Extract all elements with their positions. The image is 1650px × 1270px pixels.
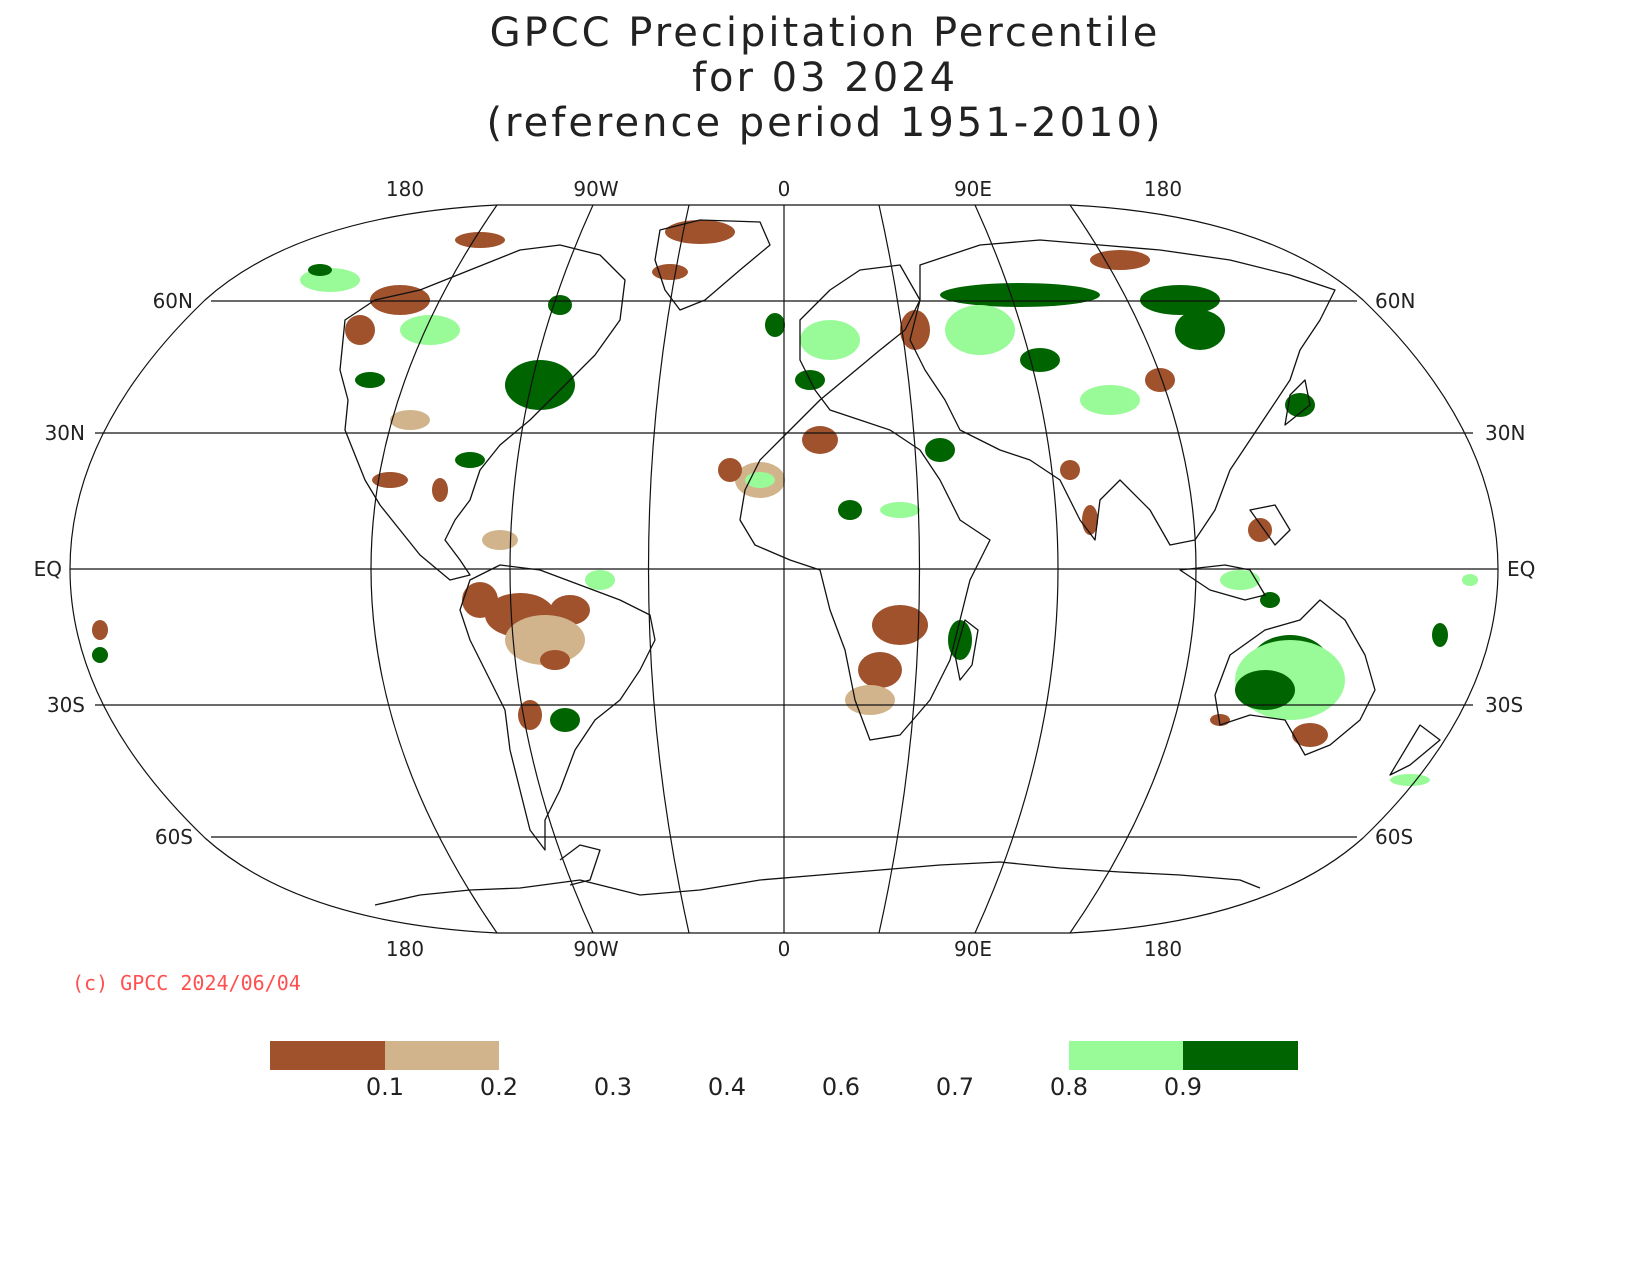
percentile-patch-very-dry xyxy=(345,315,375,345)
percentile-patch-very-dry xyxy=(802,426,838,454)
legend-tick: 0.8 xyxy=(1050,1073,1088,1101)
graticule xyxy=(69,204,1499,934)
legend: 0.1 0.2 0.3 0.4 0.6 0.7 0.8 0.9 xyxy=(270,1041,1298,1101)
percentile-patch-very-wet xyxy=(1260,592,1280,608)
percentile-patch-wet xyxy=(1462,574,1478,586)
lat-label: 60S xyxy=(155,825,193,849)
percentile-patch-very-wet xyxy=(548,295,572,315)
legend-tick: 0.7 xyxy=(936,1073,974,1101)
latitude-labels-left: 60N 30N EQ 30S 60S xyxy=(34,289,193,849)
lon-label: 90E xyxy=(954,937,992,961)
lat-label: 30N xyxy=(1485,421,1525,445)
percentile-patch-very-wet xyxy=(1432,623,1448,647)
lon-label: 90W xyxy=(573,177,618,201)
longitude-labels-bottom: 180 90W 0 90E 180 xyxy=(386,937,1182,961)
lon-label: 0 xyxy=(778,177,791,201)
coastlines xyxy=(339,219,1441,906)
legend-swatch-dry xyxy=(385,1041,499,1070)
percentile-patch-very-wet xyxy=(1020,348,1060,372)
title-line-2: for 03 2024 xyxy=(692,55,958,101)
lon-label: 90E xyxy=(954,177,992,201)
lon-label: 90W xyxy=(573,937,618,961)
percentile-patch-very-wet xyxy=(1175,310,1225,350)
lat-label: EQ xyxy=(34,557,62,581)
lat-label: 30N xyxy=(45,421,85,445)
percentile-patch-dry xyxy=(505,615,585,665)
percentile-patch-very-wet xyxy=(1140,285,1220,315)
percentile-patches xyxy=(92,220,1478,786)
percentile-patch-wet xyxy=(400,315,460,345)
percentile-patch-very-wet xyxy=(948,620,972,660)
percentile-patch-very-dry xyxy=(1060,460,1080,480)
percentile-patch-dry xyxy=(482,530,518,550)
percentile-patch-very-wet xyxy=(92,647,108,663)
percentile-patch-very-dry xyxy=(1292,723,1328,747)
percentile-patch-wet xyxy=(1220,570,1260,590)
percentile-patch-wet xyxy=(1390,774,1430,786)
title-line-3: (reference period 1951-2010) xyxy=(486,100,1163,146)
lon-label: 180 xyxy=(386,937,424,961)
percentile-patch-very-dry xyxy=(455,232,505,248)
percentile-patch-very-dry xyxy=(540,650,570,670)
legend-tick: 0.4 xyxy=(708,1073,746,1101)
copyright-note: (c) GPCC 2024/06/04 xyxy=(72,971,301,995)
percentile-patch-very-dry xyxy=(900,310,930,350)
percentile-patch-wet xyxy=(945,305,1015,355)
percentile-patch-very-wet xyxy=(838,500,862,520)
lat-label: EQ xyxy=(1507,557,1535,581)
lat-label: 60S xyxy=(1375,825,1413,849)
percentile-patch-very-wet xyxy=(925,438,955,462)
percentile-patch-very-dry xyxy=(1090,250,1150,270)
lat-label: 60N xyxy=(1375,289,1415,313)
percentile-patch-very-wet xyxy=(1285,393,1315,417)
percentile-patch-very-wet xyxy=(550,708,580,732)
percentile-patch-very-wet xyxy=(1235,670,1295,710)
percentile-patch-very-wet xyxy=(308,264,332,276)
lat-label: 30S xyxy=(47,693,85,717)
lon-label: 180 xyxy=(1144,177,1182,201)
percentile-patch-wet xyxy=(880,502,920,518)
percentile-patch-very-dry xyxy=(518,700,542,730)
percentile-patch-very-wet xyxy=(940,283,1100,307)
percentile-patch-very-wet xyxy=(355,372,385,388)
lat-label: 60N xyxy=(153,289,193,313)
latitude-labels-right: 60N 30N EQ 30S 60S xyxy=(1375,289,1535,849)
percentile-patch-dry xyxy=(390,410,430,430)
legend-tick: 0.1 xyxy=(366,1073,404,1101)
longitude-labels-top: 180 90W 0 90E 180 xyxy=(386,177,1182,201)
legend-tick: 0.3 xyxy=(594,1073,632,1101)
percentile-patch-very-dry xyxy=(1145,368,1175,392)
title-line-1: GPCC Precipitation Percentile xyxy=(490,10,1161,56)
lat-label: 30S xyxy=(1485,693,1523,717)
percentile-patch-very-dry xyxy=(92,620,108,640)
percentile-patch-wet xyxy=(1080,385,1140,415)
percentile-patch-very-dry xyxy=(858,652,902,688)
legend-tick: 0.2 xyxy=(480,1073,518,1101)
legend-swatch-wet xyxy=(1069,1041,1183,1070)
legend-swatch-very-dry xyxy=(270,1041,385,1070)
lon-label: 180 xyxy=(1144,937,1182,961)
lon-label: 0 xyxy=(778,937,791,961)
percentile-patch-very-dry xyxy=(432,478,448,502)
legend-tick: 0.6 xyxy=(822,1073,860,1101)
percentile-patch-very-dry xyxy=(462,582,498,618)
legend-tick: 0.9 xyxy=(1164,1073,1202,1101)
percentile-patch-very-wet xyxy=(765,313,785,337)
percentile-patch-wet xyxy=(585,570,615,590)
percentile-patch-very-wet xyxy=(505,360,575,410)
lon-label: 180 xyxy=(386,177,424,201)
percentile-patch-wet xyxy=(800,320,860,360)
percentile-patch-very-dry xyxy=(665,220,735,244)
percentile-patch-very-dry xyxy=(1248,518,1272,542)
percentile-patch-very-dry xyxy=(718,458,742,482)
legend-swatch-very-wet xyxy=(1183,1041,1298,1070)
percentile-patch-very-wet xyxy=(455,452,485,468)
percentile-patch-very-dry xyxy=(372,472,408,488)
percentile-patch-very-dry xyxy=(370,285,430,315)
percentile-patch-very-dry xyxy=(872,605,928,645)
